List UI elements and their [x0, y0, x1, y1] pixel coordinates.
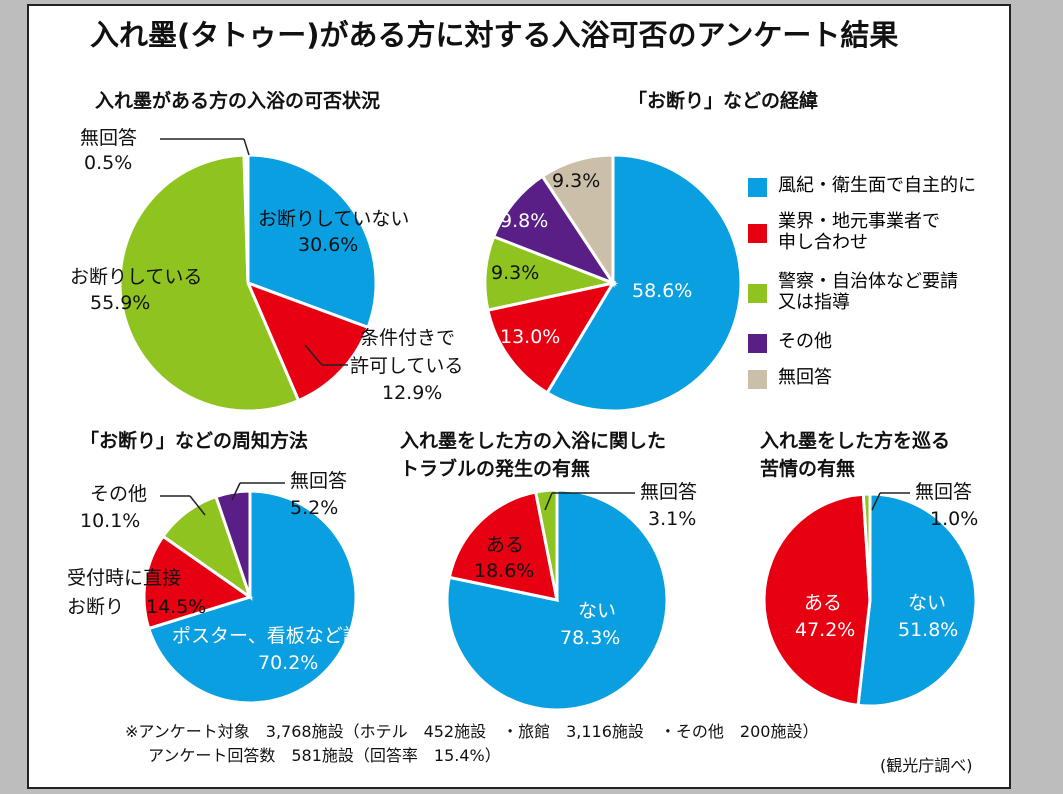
pie3-title: 「お断り」などの周知方法 — [80, 430, 309, 452]
leader-line — [544, 492, 553, 511]
value-p4-no: 78.3% — [560, 627, 621, 649]
footnote-line1: ※アンケート対象 3,768施設（ホテル 452施設 ・旅館 3,116施設 ・… — [125, 722, 819, 741]
leader-line — [304, 344, 323, 366]
legend-label-line: 又は指導 — [778, 291, 850, 313]
value-other: 9.8% — [500, 210, 549, 232]
pie5-title-line1: 入れ墨をした方を巡る — [760, 430, 951, 452]
leader-line — [243, 138, 250, 156]
leader-line — [231, 482, 241, 501]
pie-slice — [245, 280, 371, 403]
pie4-title-line1: 入れ墨をした方の入浴に関した — [400, 430, 667, 452]
pie4-title-line2: トラブルの発生の有無 — [400, 458, 591, 480]
pie-slice — [856, 492, 978, 708]
label-conditional-1: 条件付きで — [360, 327, 456, 349]
pie2-title: 「お断り」などの経緯 — [628, 90, 819, 112]
label-no-answer: 無回答 — [80, 127, 138, 149]
legend-swatch — [748, 334, 767, 353]
pie-3 — [142, 489, 358, 705]
value-p3-reception: 14.5% — [146, 596, 207, 618]
value-police: 9.3% — [491, 262, 540, 284]
legend-swatch — [748, 224, 767, 243]
legend-label-line: 警察・自治体など要請 — [778, 271, 958, 292]
pie5-title-line2: 苦情の有無 — [760, 458, 856, 480]
pie-slice — [762, 492, 872, 707]
legend-label: 業界・地元事業者で 申し合わせ — [778, 211, 940, 253]
pie-slice — [540, 153, 615, 288]
legend-label: 風紀・衛生面で自主的に — [778, 175, 976, 197]
value-p3-poster: 70.2% — [258, 652, 319, 674]
legend-label-line: 業界・地元事業者で — [778, 211, 940, 232]
label-p5-no: ない — [908, 592, 947, 614]
value-conditional: 12.9% — [382, 382, 443, 404]
legend-label-line: その他 — [778, 331, 832, 352]
source-note: (観光庁調べ) — [880, 756, 973, 775]
label-p3-no-answer: 無回答 — [290, 470, 348, 492]
value-voluntary: 58.6% — [632, 280, 693, 302]
value-no-answer-2: 9.3% — [552, 170, 601, 192]
pie-slice — [118, 153, 301, 413]
label-p5-no-answer: 無回答 — [915, 481, 973, 503]
label-p4-no: ない — [578, 600, 617, 622]
legend-swatch — [748, 370, 767, 389]
leader-line — [871, 492, 881, 511]
legend-label: その他 — [778, 331, 832, 353]
value-no-answer: 0.5% — [84, 152, 133, 174]
label-p3-reception-1: 受付時に直接 — [67, 567, 182, 589]
legend-swatch — [748, 284, 767, 303]
legend-label-line: 風紀・衛生面で自主的に — [778, 175, 976, 196]
legend-label-line: 無回答 — [778, 367, 832, 388]
value-p3-other: 10.1% — [80, 510, 141, 532]
pie-4 — [445, 488, 669, 712]
pie-5 — [762, 492, 978, 708]
pie-slice — [491, 174, 617, 287]
footnote-line2: アンケート回答数 581施設（回答率 15.4%） — [148, 746, 501, 765]
pie-slice — [242, 153, 250, 284]
pie-slice — [486, 280, 617, 395]
legend-label-line: 申し合わせ — [778, 231, 868, 253]
legend-label: 警察・自治体など要請 又は指導 — [778, 271, 958, 313]
legend-swatch — [748, 178, 767, 197]
value-p5-no: 51.8% — [898, 619, 959, 641]
pie-slice — [533, 488, 559, 601]
value-p4-no-answer: 3.1% — [648, 508, 697, 530]
value-p5-yes: 47.2% — [795, 619, 856, 641]
label-p3-poster: ポスター、看板など設置 — [172, 625, 381, 647]
leader-line — [189, 495, 206, 516]
label-conditional-2: 許可している — [350, 355, 464, 377]
pie-slice — [246, 153, 378, 330]
label-p4-yes: ある — [486, 534, 525, 556]
value-p3-no-answer: 5.2% — [290, 497, 339, 519]
label-p3-other: その他 — [90, 483, 148, 505]
pie1-title: 入れ墨がある方の入浴の可否状況 — [95, 90, 381, 112]
value-p4-yes: 18.6% — [474, 560, 535, 582]
pie-slice — [142, 534, 254, 631]
label-p3-reception-2: お断り — [67, 596, 125, 618]
pie-1 — [118, 153, 378, 413]
main-title: 入れ墨(タトゥー)がある方に対する入浴可否のアンケート結果 — [90, 18, 899, 52]
label-p4-no-answer: 無回答 — [640, 481, 698, 503]
value-industry: 13.0% — [500, 326, 561, 348]
label-p5-yes: ある — [804, 592, 843, 614]
label-refused: お断りしている — [70, 266, 203, 288]
value-p5-no-answer: 1.0% — [930, 508, 979, 530]
pie-slice — [447, 490, 559, 602]
legend-label: 無回答 — [778, 367, 832, 389]
value-not-refused: 30.6% — [298, 234, 359, 256]
pie-slice — [545, 153, 743, 413]
pie-2 — [483, 153, 743, 413]
pie-slice — [861, 492, 872, 601]
value-refused: 55.9% — [90, 292, 151, 314]
label-not-refused: お断りしていない — [258, 208, 410, 230]
pie-slice — [214, 489, 252, 598]
